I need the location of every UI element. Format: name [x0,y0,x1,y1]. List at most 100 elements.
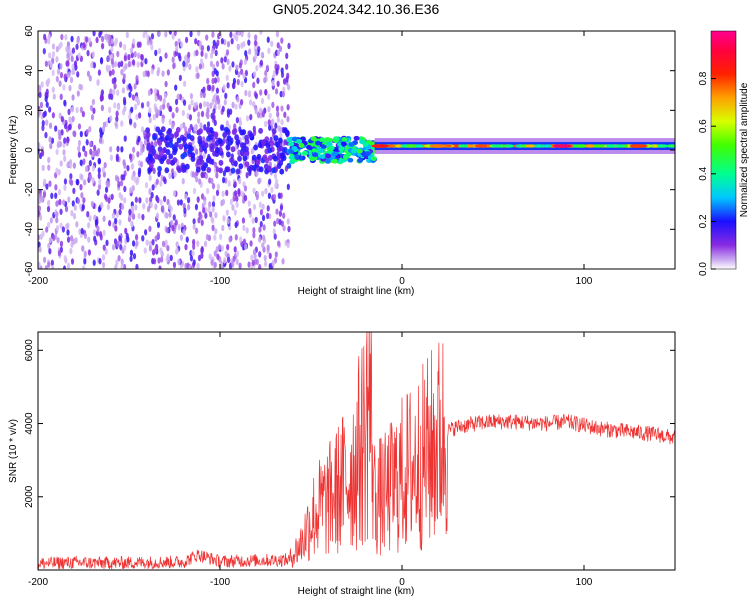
heatmap-noise-cell [191,171,195,178]
heatmap-cell [258,127,264,134]
heatmap-noise-cell [66,229,70,236]
heatmap-cell [262,154,268,161]
heatmap-noise-cell [154,203,158,210]
heatmap-noise-cell [208,253,212,260]
heatmap-noise-cell [49,142,53,150]
heatmap-cell [242,155,248,162]
heatmap-noise-cell [131,184,135,192]
heatmap-cell [315,140,322,146]
colorbar-tick-label: 0.6 [698,119,709,133]
heatmap-cell [359,139,366,145]
heatmap-noise-cell [156,69,160,77]
heatmap-cell [235,139,241,146]
heatmap-noise-cell [114,60,118,68]
heatmap-noise-cell [72,187,76,195]
heatmap-noise-cell [229,31,233,38]
heatmap-noise-cell [245,227,249,234]
heatmap-noise-cell [59,208,63,215]
heatmap-noise-cell [55,224,60,232]
heatmap-peak-cell [429,144,448,148]
heatmap-cell [170,159,175,166]
heatmap-cell [224,166,230,173]
heatmap-noise-cell [75,178,79,186]
heatmap-noise-cell [163,195,167,203]
heatmap-noise-cell [96,189,100,196]
heatmap-noise-cell [111,244,116,251]
heatmap-noise-cell [212,108,216,115]
heatmap-noise-cell [249,240,253,247]
heatmap-noise-cell [57,188,62,196]
heatmap-noise-cell [271,79,275,87]
heatmap-noise-cell [113,82,117,90]
heatmap-noise-cell [91,98,95,106]
heatmap-noise-cell [142,70,146,78]
heatmap-band-cell [525,144,536,148]
heatmap-noise-cell [266,212,270,220]
heatmap-noise-cell [225,209,229,216]
heatmap-noise-cell [92,259,96,266]
heatmap-noise-cell [38,143,41,150]
heatmap-noise-cell [83,179,87,186]
snr-x-ticks: -200 -100 0 100 [28,332,593,588]
heatmap-noise-cell [179,123,183,130]
heatmap-noise-cell [129,255,133,262]
heatmap-cell [239,142,245,149]
heatmap-noise-cell [101,254,106,261]
heatmap-noise-cell [123,43,127,51]
heatmap-noise-cell [141,213,145,221]
heatmap-noise-cell [68,123,72,131]
heatmap-cell [168,142,174,149]
heatmap-noise-cell [148,245,153,252]
heatmap-noise-cell [225,74,229,82]
heatmap-noise-cell [47,156,51,164]
heatmap-noise-cell [279,204,284,211]
heatmap-noise-cell [74,237,78,244]
heatmap-cell [356,148,363,154]
heatmap-noise-cell [70,106,75,113]
heatmap-noise-cell [70,258,75,265]
heatmap-cell [331,158,338,164]
heatmap-noise-cell [171,122,175,130]
heatmap-noise-cell [107,181,111,188]
heatmap-peak-cell [629,144,648,148]
heatmap-band-cell [614,144,625,148]
heatmap-noise-cell [183,207,187,214]
heatmap-noise-cell [39,101,44,109]
heatmap-noise-cell [141,235,145,242]
heatmap-noise-cell [59,71,64,79]
heatmap-noise-cell [213,261,217,269]
heatmap-noise-cell [211,224,215,232]
heatmap-noise-cell [181,109,185,117]
heatmap-noise-cell [58,80,62,87]
heatmap-noise-cell [143,247,147,254]
heatmap-noise-cell [258,107,263,114]
heatmap-noise-cell [50,137,55,144]
heatmap-noise-cell [135,263,139,269]
heatmap-noise-cell [157,47,162,55]
heatmap-cell [326,141,333,147]
heatmap-noise-cell [238,262,242,269]
heatmap-cell [189,135,195,142]
heatmap-noise-cell [196,240,200,247]
heatmap-noise-cell [55,45,59,53]
heatmap-cell [218,167,224,174]
heatmap-noise-cell [98,31,102,38]
heatmap-cell [338,158,345,164]
heatmap-noise-cell [148,240,152,247]
heatmap-noise-cell [237,188,241,195]
heatmap-noise-cell [287,42,291,50]
x-tick-label: -100 [210,276,230,287]
heatmap-noise-cell [93,229,97,236]
heatmap-noise-cell [114,217,118,225]
heatmap-noise-cell [264,187,268,195]
heatmap-noise-cell [155,178,159,185]
x-tick-label: 0 [399,276,405,287]
heatmap-noise-cell [131,174,135,181]
heatmap-noise-cell [159,94,163,102]
heatmap-noise-cell [252,81,256,89]
heatmap-noise-cell [233,246,237,253]
heatmap-noise-cell [82,265,86,269]
heatmap-noise-cell [114,174,119,182]
heatmap-noise-cell [281,91,285,98]
heatmap-noise-cell [63,184,67,191]
